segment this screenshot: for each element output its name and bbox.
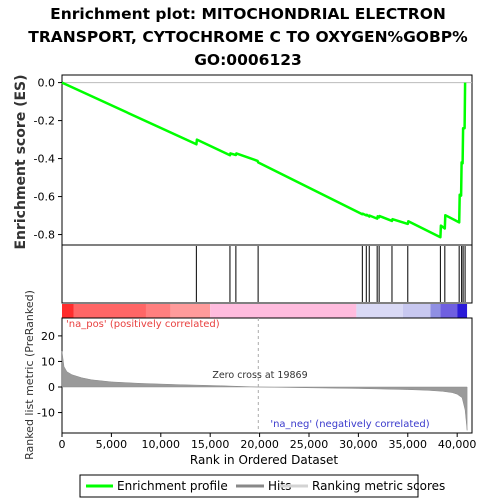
colorbar-segment xyxy=(73,304,146,318)
legend-enrichment-label: Enrichment profile xyxy=(117,479,228,493)
colorbar-segment xyxy=(170,304,211,318)
es-y-tick-label: 0.0 xyxy=(38,77,56,90)
title-line-1: Enrichment plot: MITOCHONDRIAL ELECTRON xyxy=(50,5,446,23)
rank-y-tick-label: -10 xyxy=(37,407,55,420)
legend-ranking-label: Ranking metric scores xyxy=(312,479,445,493)
colorbar-segment xyxy=(402,304,431,318)
x-tick-label: 30,000 xyxy=(339,438,378,451)
ranking-colorbar xyxy=(62,304,468,318)
colorbar-segment xyxy=(62,304,74,318)
x-tick-label: 35,000 xyxy=(389,438,428,451)
x-tick-label: 25,000 xyxy=(290,438,329,451)
rank-y-axis-label: Ranked list metric (PreRanked) xyxy=(23,290,36,460)
enrichment-profile-line xyxy=(61,81,467,239)
zero-cross-label: Zero cross at 19869 xyxy=(212,370,307,381)
x-tick-label: 15,000 xyxy=(191,438,230,451)
rank-y-tick-label: 20 xyxy=(41,330,55,343)
es-y-tick-label: -0.4 xyxy=(34,153,55,166)
x-tick-label: 5,000 xyxy=(96,438,128,451)
es-y-tick-label: -0.2 xyxy=(34,115,55,128)
rank-y-tick-label: 10 xyxy=(41,355,55,368)
colorbar-segment xyxy=(210,304,357,318)
es-y-tick-label: -0.8 xyxy=(34,229,55,242)
es-y-axis-label: Enrichment score (ES) xyxy=(13,74,29,249)
colorbar-segment xyxy=(145,304,171,318)
na-pos-label: 'na_pos' (positively correlated) xyxy=(66,319,220,330)
title-line-2: TRANSPORT, CYTOCHROME C TO OXYGEN%GOBP% xyxy=(28,28,468,46)
na-neg-label: 'na_neg' (negatively correlated) xyxy=(270,419,429,430)
title-line-3: GO:0006123 xyxy=(194,51,302,69)
legend: Enrichment profile Hits Ranking metric s… xyxy=(79,474,445,498)
x-tick-label: 10,000 xyxy=(142,438,181,451)
es-plot-frame xyxy=(61,74,473,246)
colorbar-segment xyxy=(440,304,458,318)
legend-hits-label: Hits xyxy=(268,479,291,493)
x-tick-label: 0 xyxy=(59,438,66,451)
colorbar-segment xyxy=(457,304,468,318)
ranking-panel: 20 10 0 -10 0 5,000 10,000 15,000 20,000 25,000 30… xyxy=(37,317,477,451)
x-tick-label: 40,000 xyxy=(438,438,477,451)
colorbar-segment xyxy=(430,304,441,318)
ranking-metric-area xyxy=(61,351,468,431)
ranking-frame xyxy=(61,317,473,434)
colorbar-segment xyxy=(356,304,403,318)
rank-y-tick-label: 0 xyxy=(48,381,55,394)
hits-frame xyxy=(61,244,473,304)
hits-panel xyxy=(61,244,473,304)
x-axis-label: Rank in Ordered Dataset xyxy=(190,453,338,467)
es-panel: 0.0 -0.2 -0.4 -0.6 -0.8 xyxy=(34,74,473,246)
es-y-tick-label: -0.6 xyxy=(34,191,55,204)
x-tick-label: 20,000 xyxy=(240,438,279,451)
